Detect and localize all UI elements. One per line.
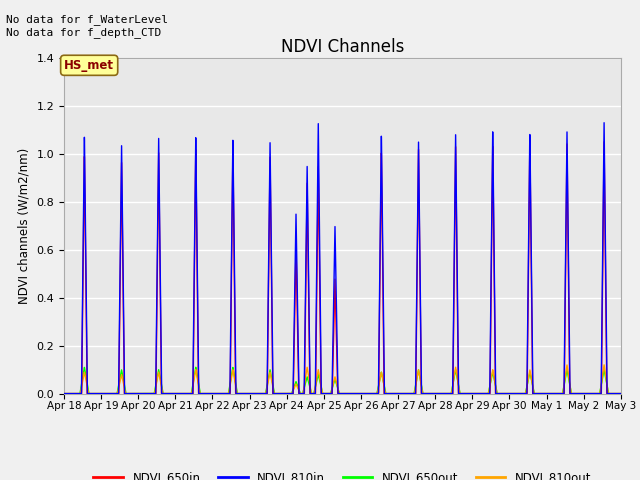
- Legend: NDVI_650in, NDVI_810in, NDVI_650out, NDVI_810out: NDVI_650in, NDVI_810in, NDVI_650out, NDV…: [89, 466, 596, 480]
- Text: HS_met: HS_met: [64, 59, 114, 72]
- Y-axis label: NDVI channels (W/m2/nm): NDVI channels (W/m2/nm): [18, 147, 31, 304]
- Text: No data for f_WaterLevel
No data for f_depth_CTD: No data for f_WaterLevel No data for f_d…: [6, 14, 168, 38]
- Title: NDVI Channels: NDVI Channels: [281, 38, 404, 56]
